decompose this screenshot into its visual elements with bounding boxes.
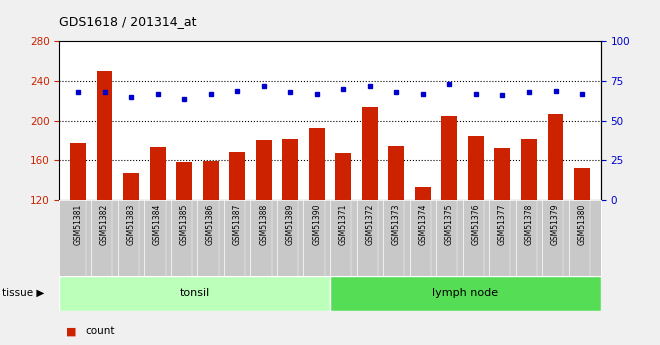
Bar	[388, 146, 405, 319]
Text: GSM51381: GSM51381	[73, 204, 82, 245]
Bar	[468, 136, 484, 319]
Text: GSM51374: GSM51374	[418, 204, 428, 245]
Bar	[123, 173, 139, 319]
Text: GSM51378: GSM51378	[525, 204, 533, 245]
Text: GSM51386: GSM51386	[206, 204, 215, 245]
Bar	[59, 276, 330, 310]
Bar	[335, 154, 351, 319]
Bar	[96, 71, 112, 319]
Text: GSM51382: GSM51382	[100, 204, 109, 245]
Text: GSM51390: GSM51390	[312, 204, 321, 245]
Bar	[255, 140, 272, 319]
Bar	[176, 162, 192, 319]
Text: GSM51379: GSM51379	[551, 204, 560, 245]
Bar	[150, 147, 166, 319]
Bar	[442, 116, 457, 319]
Text: ■: ■	[66, 326, 77, 336]
Text: GSM51380: GSM51380	[578, 204, 587, 245]
Text: GSM51372: GSM51372	[365, 204, 374, 245]
Bar	[362, 107, 378, 319]
Text: GSM51384: GSM51384	[153, 204, 162, 245]
Text: GSM51388: GSM51388	[259, 204, 268, 245]
Bar	[548, 114, 564, 319]
Text: GSM51373: GSM51373	[392, 204, 401, 245]
Text: GSM51377: GSM51377	[498, 204, 507, 245]
Bar	[521, 139, 537, 319]
Text: lymph node: lymph node	[432, 288, 498, 298]
Bar	[574, 168, 590, 319]
Text: GSM51375: GSM51375	[445, 204, 454, 245]
Bar	[282, 139, 298, 319]
Bar	[203, 161, 218, 319]
Text: tissue ▶: tissue ▶	[2, 288, 44, 298]
Text: tonsil: tonsil	[180, 288, 210, 298]
Text: GSM51389: GSM51389	[286, 204, 295, 245]
Text: GSM51385: GSM51385	[180, 204, 189, 245]
Bar	[229, 152, 245, 319]
Bar	[415, 187, 431, 319]
Text: GSM51376: GSM51376	[471, 204, 480, 245]
Bar	[330, 276, 601, 310]
Text: GDS1618 / 201314_at: GDS1618 / 201314_at	[59, 14, 197, 28]
Text: GSM51387: GSM51387	[232, 204, 242, 245]
Bar	[494, 148, 510, 319]
Text: GSM51371: GSM51371	[339, 204, 348, 245]
Bar	[70, 142, 86, 319]
Text: count: count	[86, 326, 115, 336]
Text: GSM51383: GSM51383	[127, 204, 135, 245]
Bar	[309, 128, 325, 319]
